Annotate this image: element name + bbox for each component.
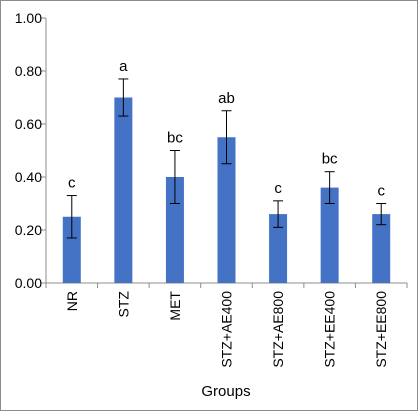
bar (62, 216, 81, 283)
x-tick-label: STZ+EE800 (373, 291, 389, 368)
error-bar (118, 78, 129, 117)
x-tick-label: NR (64, 291, 80, 311)
significance-label: bc (167, 130, 183, 147)
error-bar (324, 171, 335, 204)
tick-labels: 0.00 0.20 0.40 0.60 0.80 1.00 NR STZ MET STZ+AE40… (15, 10, 389, 368)
x-tick-label: STZ+AE400 (219, 291, 235, 368)
x-tick-label: MET (167, 291, 183, 321)
significance-label: c (377, 183, 385, 200)
x-tick-label: STZ+EE400 (322, 291, 338, 368)
error-bars (66, 78, 387, 239)
bar (217, 137, 236, 283)
bar (320, 187, 339, 283)
significance-label: bc (322, 151, 338, 168)
significance-label: a (119, 58, 128, 75)
error-bar (221, 110, 232, 165)
y-tick-label: 0.20 (15, 222, 42, 238)
error-bar (66, 195, 77, 239)
x-tick-label: STZ+AE800 (270, 291, 286, 368)
y-tick-label: 0.80 (15, 63, 42, 79)
significance-label: c (274, 180, 282, 197)
y-tick-label: 0.40 (15, 169, 42, 185)
y-tick-label: 0.00 (15, 275, 42, 291)
bar (372, 214, 391, 283)
significance-label: c (68, 175, 76, 192)
x-tick-label: STZ (115, 291, 131, 318)
x-axis-label: Groups (201, 383, 250, 400)
y-tick-label: 1.00 (15, 10, 42, 26)
y-tick-label: 0.60 (15, 116, 42, 132)
error-bar (169, 150, 180, 204)
bar (114, 97, 133, 283)
error-bar (376, 203, 387, 226)
significance-label: ab (218, 90, 235, 107)
error-bar (273, 200, 284, 228)
bar (269, 214, 288, 283)
